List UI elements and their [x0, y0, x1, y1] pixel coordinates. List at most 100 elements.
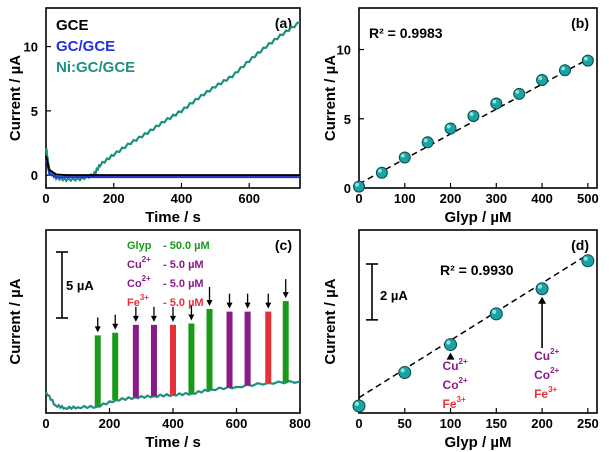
panel-d: 0 50 100 150 200 250 Glyp / µM Current / µA (d) R… [322, 229, 599, 451]
panel-c-addition-species-charge: 2+ [142, 255, 151, 264]
panel-a-ytick-label: 10 [24, 40, 38, 55]
panel-b-data-point-highlight [378, 168, 382, 173]
panel-c-current-trace [45, 379, 301, 411]
panel-b-data-point [467, 110, 480, 122]
panel-c-addition-amount: - 5.0 µM [163, 278, 204, 290]
panel-d-data-point-fill [398, 365, 412, 379]
panel-c-addition-arrow-head [94, 326, 101, 333]
panel-b-data-point-fill [375, 166, 388, 179]
panel-d-xtick-label: 200 [531, 416, 553, 431]
panel-b-data-point-fill [581, 54, 594, 67]
panel-d-interferent-ion-symbol: Co [534, 368, 550, 382]
panel-c-addition-arrow-head [132, 315, 139, 322]
panel-b-ylabel: Current / µA [322, 55, 339, 141]
panel-d-data-point-highlight [354, 401, 359, 406]
panel-b-data-point-fill [353, 180, 365, 193]
panel-d-interferent-ion-symbol: Cu [443, 359, 459, 373]
panel-d-interferent-arrow-head [446, 352, 455, 360]
panel-c-xlabel: Time / s [145, 434, 201, 451]
panel-d-data-point-highlight [400, 368, 405, 373]
panel-b-ytick-label: 10 [337, 43, 351, 58]
panel-d-fit-line [358, 253, 589, 399]
panel-d-data-point [352, 399, 366, 413]
panel-c-addition-species-charge: 2+ [142, 274, 151, 283]
panel-b-xtick-label: 100 [394, 191, 416, 206]
panel-d-interferent-ion: Cu2+ [443, 357, 468, 373]
panel-b-xtick-label: 0 [355, 191, 362, 206]
panel-c-addition-arrow-head [112, 323, 119, 330]
panel-b-xtick-label: 400 [531, 191, 553, 206]
panel-d-xtick-label: 250 [577, 416, 599, 431]
panel-d-r2: R² = 0.9930 [440, 262, 514, 278]
panel-c-addition-arrow-head [226, 302, 233, 309]
panel-d-label: (d) [571, 237, 589, 253]
panel-b-data-point-highlight [492, 99, 497, 104]
panel-c-spike [226, 311, 233, 388]
panel-c-addition-amount: - 5.0 µM [163, 259, 204, 271]
panel-d-data-point-highlight [537, 284, 543, 289]
panel-a-frame [45, 7, 301, 189]
panel-d-interferent-ion-symbol: Co [443, 378, 459, 392]
panel-b-data-point-highlight [355, 182, 360, 187]
panel-d-interferent-ion-charge: 2+ [459, 376, 468, 385]
panel-c-addition-arrow-head [150, 315, 157, 322]
panel-a-label: (a) [275, 15, 292, 31]
panel-b-data-point [490, 97, 503, 110]
panel-a-legend-entry: Ni:GC/GCE [56, 59, 135, 76]
panel-b-data-point-fill [467, 110, 480, 122]
panel-d-data-point-highlight [492, 309, 497, 314]
panel-a-xtick-label: 200 [103, 191, 125, 206]
panel-c-addition-amount: - 50.0 µM [163, 240, 210, 252]
panel-a-legend-entry: GCE [56, 17, 89, 34]
panel-a: 0 200 400 600 0 5 10 Time / s Current / µA (a) GCE… [7, 7, 301, 226]
panel-b-data-point-highlight [446, 124, 451, 129]
panel-d-interferent-ion: Fe3+ [443, 395, 466, 411]
panel-d-interferent-ion-symbol: Cu [534, 349, 550, 363]
panel-d-xlabel: Glyp / µM [445, 434, 512, 451]
panel-b-xtick-label: 300 [485, 191, 507, 206]
panel-c-scale-bar-label: 5 µA [66, 278, 94, 293]
panel-b-data-point [558, 64, 571, 77]
panel-b: 0 100 200 300 400 500 0 5 10 Glyp / µM Current / µ… [322, 7, 599, 226]
panel-a-series-line [44, 21, 301, 183]
panel-c-addition-arrow-head [282, 292, 289, 299]
panel-d-interferent-ion-charge: 2+ [550, 366, 559, 375]
panel-a-xlabel: Time / s [145, 209, 201, 226]
panel-d-data-point-fill [444, 338, 458, 352]
panel-b-xtick-label: 200 [440, 191, 462, 206]
panel-b-data-point-highlight [469, 112, 474, 116]
panel-c-addition-arrow-head [206, 300, 213, 306]
panel-c-addition-species-symbol: Cu [127, 259, 142, 271]
panel-a-xtick-label: 400 [171, 191, 193, 206]
panel-b-ytick-label: 0 [344, 181, 351, 196]
panel-b-xlabel: Glyp / µM [445, 209, 512, 226]
panel-a-ylabel: Current / µA [7, 55, 24, 141]
panel-d-data-point [535, 282, 549, 296]
panel-d-interferent-ion: Co2+ [534, 366, 559, 382]
panel-c-addition-species-symbol: Co [127, 278, 142, 290]
panel-b-data-point-highlight [400, 153, 405, 158]
panel-a-ytick-label: 5 [31, 104, 38, 119]
panel-d-interferent-ion-symbol: Fe [534, 387, 548, 401]
panel-d-interferent-ion-charge: 2+ [459, 357, 468, 366]
panel-d-data-point-fill [581, 254, 595, 268]
panel-d-interferent-ion-charge: 3+ [457, 395, 466, 404]
panel-c-spike [188, 323, 195, 394]
panel-d-xtick-label: 100 [440, 416, 462, 431]
panel-c-addition-species: Co2+ [127, 274, 151, 290]
panel-b-frame [358, 7, 598, 189]
panel-c-addition-species: Fe3+ [127, 293, 149, 309]
panel-b-data-point [513, 87, 526, 100]
panel-c-xtick-label: 600 [226, 416, 248, 431]
panel-b-data-point-fill [398, 151, 411, 164]
panel-b-data-point-fill [513, 87, 526, 100]
panel-b-data-point-fill [558, 64, 571, 77]
panel-b-data-point-highlight [515, 89, 520, 94]
panel-c-addition-species: Glyp [127, 240, 152, 252]
panel-d-xtick-label: 50 [398, 416, 412, 431]
panel-c-addition-species: Cu2+ [127, 255, 151, 271]
panel-d-interferent-ion-charge: 2+ [550, 347, 559, 356]
panel-d-interferent-ion: Cu2+ [534, 347, 559, 363]
panel-d-scale-bar-label: 2 µA [380, 288, 408, 303]
